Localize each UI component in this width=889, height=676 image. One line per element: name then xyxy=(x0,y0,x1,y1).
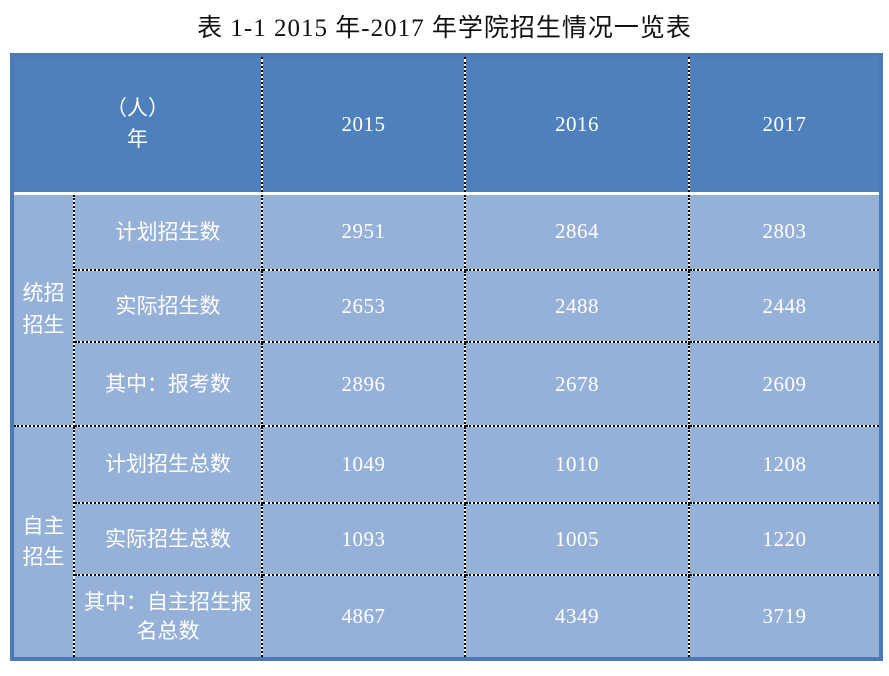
corner-header-cell: （人） 年 xyxy=(11,54,263,195)
table-row: 其中：自主招生报名总数 4867 4349 3719 xyxy=(12,574,882,660)
value-cell: 4867 xyxy=(261,574,466,660)
value-cell: 1049 xyxy=(261,425,466,504)
group-cell-independent-recruitment: 自主 招生 xyxy=(11,425,75,660)
enrollment-table: （人） 年 2015 2016 2017 统招 招生 计划招生数 2951 28… xyxy=(10,53,883,661)
value-cell: 2678 xyxy=(464,341,690,427)
value-cell: 2951 xyxy=(261,192,466,271)
row-label-planned-total: 计划招生总数 xyxy=(73,425,263,504)
row-label-applicants: 其中：报考数 xyxy=(73,341,263,427)
value-cell: 4349 xyxy=(464,574,690,660)
value-cell: 1220 xyxy=(688,502,882,576)
table-row: 统招 招生 计划招生数 2951 2864 2803 xyxy=(11,192,882,427)
value-cell: 1010 xyxy=(464,425,690,504)
value-cell: 2609 xyxy=(688,341,882,427)
value-cell: 1208 xyxy=(688,425,882,504)
header-row: （人） 年 2015 2016 2017 xyxy=(11,54,882,195)
value-cell: 1093 xyxy=(261,502,466,576)
row-label-independent-applicants-total: 其中：自主招生报名总数 xyxy=(73,574,263,660)
table-title: 表 1-1 2015 年-2017 年学院招生情况一览表 xyxy=(197,15,692,42)
table-row: 自主 招生 计划招生总数 1049 1010 1208 xyxy=(11,425,882,660)
row-label-planned-enrollment: 计划招生数 xyxy=(73,192,263,271)
value-cell: 3719 xyxy=(688,574,882,660)
value-cell: 1005 xyxy=(464,502,690,576)
row-label-actual-total: 实际招生总数 xyxy=(73,502,263,576)
value-cell: 2488 xyxy=(464,269,690,343)
year-header-2017: 2017 xyxy=(688,54,882,195)
year-header-2016: 2016 xyxy=(464,54,690,195)
value-cell: 2864 xyxy=(464,192,690,271)
value-cell: 2653 xyxy=(261,269,466,343)
table-row: 其中：报考数 2896 2678 2609 xyxy=(12,341,882,427)
table-row: 实际招生总数 1093 1005 1220 xyxy=(12,502,882,576)
value-cell: 2803 xyxy=(688,192,882,271)
value-cell: 2448 xyxy=(688,269,882,343)
year-header-2015: 2015 xyxy=(261,54,466,195)
row-label-actual-enrollment: 实际招生数 xyxy=(73,269,263,343)
group-cell-unified-recruitment: 统招 招生 xyxy=(11,192,75,427)
value-cell: 2896 xyxy=(261,341,466,427)
table-row: 实际招生数 2653 2488 2448 xyxy=(12,269,882,343)
